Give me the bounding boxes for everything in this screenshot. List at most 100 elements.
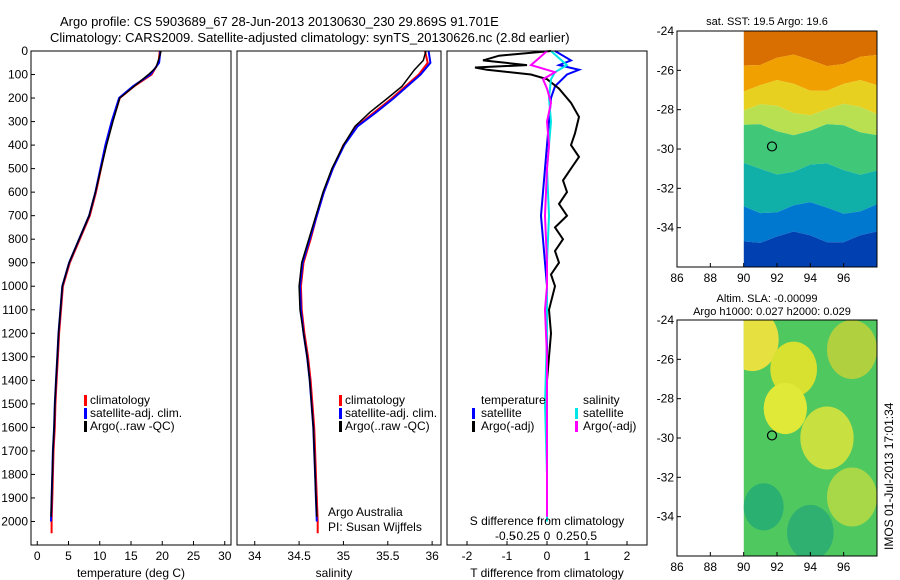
map-y-tick-label: -24 [657,313,675,327]
s-tick-label: 0.5 [580,529,597,543]
legend-label-s-argo: Argo(-adj) [583,419,636,433]
legend-label-s-satellite: satellite [583,406,624,420]
y-tick-label: 1100 [2,303,28,317]
s-tick-label: -0.25 [512,529,540,543]
y-tick-label: 1800 [1,467,28,481]
legend-swatch-s-satellite [575,408,578,419]
map-y-tick-label: -32 [657,181,675,195]
sst-map: sat. SST: 19.5 Argo: 19.6 86 88 90 92 94 96 -2… [657,16,878,285]
y-tick-label: 1400 [1,373,28,387]
legend-swatch-satellite [84,408,87,419]
x-tick-label: 15 [124,549,138,563]
pi-label: PI: Susan Wijffels [328,520,422,534]
x-tick-label: 1 [584,549,591,563]
legend-swatch-satellite [339,408,342,419]
y-tick-label: 1200 [1,326,28,340]
x-tick-label: 20 [156,549,170,563]
map-y-tick-label: -26 [657,63,675,77]
x-tick-label: 0 [34,549,41,563]
series-line-1 [298,50,432,522]
y-tick-label: 900 [8,256,28,270]
title-line-1: Argo profile: CS 5903689_67 28-Jun-2013 … [60,14,499,29]
x-tick-label: 30 [218,549,232,563]
temperature-axis-ticks: 0 5 10 15 20 25 30 [34,541,232,563]
sst-band [743,124,877,175]
temperature-series-lines [50,50,162,534]
y-tick-label: 1900 [1,491,28,505]
y-tick-label: 1700 [1,444,28,458]
sla-map-field [743,320,877,556]
sla-map-title-1: Altim. SLA: -0.00099 [717,293,818,305]
sst-band [743,162,877,214]
s-difference-axis-title: S difference from climatology [470,514,625,528]
y-tick-label: 700 [8,209,28,223]
map-x-tick-label: 90 [737,560,751,574]
sla-blob [743,320,779,372]
sla-blob [743,483,784,531]
difference-series-lines [474,50,583,522]
legend-label-climatology: climatology [90,393,150,407]
salinity-axis-label: salinity [316,566,353,580]
map-field-cells [743,320,877,556]
map-y-tick-label: -28 [657,103,675,117]
sla-map-frame [676,319,878,557]
salinity-profile-chart: 34 34.5 35 35.5 36 climatology satellite-adj… [236,50,442,580]
y-tick-label: 400 [8,138,28,152]
map-x-tick-label: 96 [837,271,851,285]
series-line-2 [298,50,427,517]
sla-map-ticks: 86 88 90 92 94 96 -24 -26 -28 -30 -32 -34 [657,313,851,574]
difference-legend: temperature salinity satellite Argo(-adj… [472,393,636,433]
sst-band [743,80,877,116]
x-tick-label: 35 [337,549,351,563]
map-x-tick-label: 94 [804,560,818,574]
y-tick-label: 100 [8,68,28,82]
sst-map-title: sat. SST: 19.5 Argo: 19.6 [706,16,828,28]
x-tick-label: 25 [187,549,201,563]
y-tick-label: 1500 [1,397,28,411]
sla-blob [827,320,877,379]
map-x-tick-label: 86 [670,271,684,285]
y-tick-label: 300 [8,115,28,129]
legend-swatch-argo [339,421,342,432]
sla-blob [800,406,854,470]
x-tick-label: -1 [502,549,513,563]
argo-australia-label: Argo Australia [328,505,403,519]
difference-plot-frame [446,50,648,546]
legend-label-argo: Argo(..raw -QC) [345,419,430,433]
t-difference-axis-ticks: -2 -1 0 1 2 [462,541,631,563]
sst-band [743,231,877,267]
series-line-1 [50,50,162,522]
legend-label-climatology: climatology [345,393,405,407]
map-x-tick-label: 96 [837,560,851,574]
argo-position-marker [766,141,778,152]
map-y-tick-label: -32 [657,470,675,484]
map-y-tick-label: -34 [657,510,675,524]
series-line-0 [50,50,161,534]
x-tick-label: 2 [624,549,631,563]
map-y-tick-label: -26 [657,352,675,366]
s-tick-label: 0 [544,529,551,543]
argo-position-marker [766,430,778,441]
legend-label-argo: Argo(..raw -QC) [90,419,175,433]
y-tick-label: 1300 [1,350,28,364]
legend-label-satellite: satellite-adj. clim. [90,406,182,420]
series-line-3 [528,50,558,517]
map-x-tick-label: 86 [670,560,684,574]
legend-label-t-satellite: satellite [481,406,522,420]
temperature-plot-frame [30,50,232,546]
map-x-tick-label: 92 [770,271,784,285]
salinity-axis-ticks: 34 34.5 35 35.5 36 [248,541,439,563]
salinity-plot-frame [236,50,442,546]
y-tick-label: 600 [8,185,28,199]
temperature-profile-chart: 0100200300400500600700800900100011001200… [1,44,231,580]
y-tick-label: 500 [8,162,28,176]
y-tick-label: 2000 [1,514,28,528]
sla-blob [827,467,877,527]
title-line-2: Climatology: CARS2009. Satellite-adjuste… [50,30,570,45]
x-tick-label: 35.5 [376,549,400,563]
salinity-series-lines [298,50,432,534]
x-tick-label: 10 [93,549,107,563]
series-line-1 [474,50,581,517]
salinity-legend: climatology satellite-adj. clim. Argo(..… [339,393,437,433]
